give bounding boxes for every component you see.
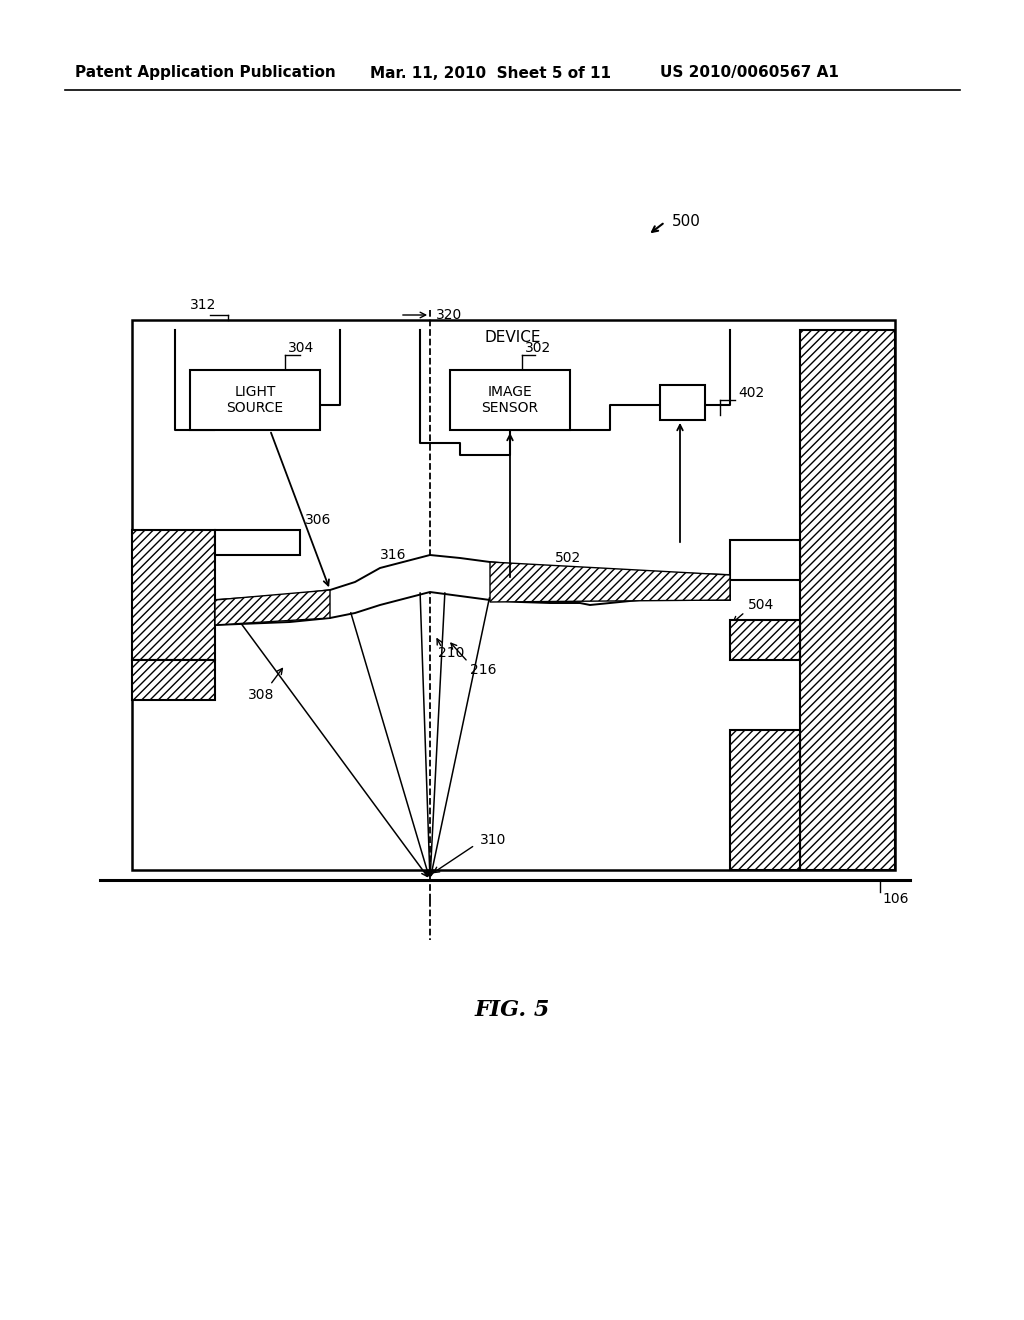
- Text: US 2010/0060567 A1: US 2010/0060567 A1: [660, 66, 839, 81]
- Text: 504: 504: [748, 598, 774, 612]
- Bar: [660, 385, 705, 420]
- Text: 304: 304: [288, 341, 314, 355]
- Text: Patent Application Publication: Patent Application Publication: [75, 66, 336, 81]
- Text: 210: 210: [438, 645, 464, 660]
- Text: 500: 500: [672, 214, 700, 230]
- Bar: [132, 531, 215, 660]
- Bar: [132, 319, 895, 870]
- Text: 502: 502: [555, 550, 582, 565]
- Bar: [730, 730, 800, 870]
- Text: 314: 314: [608, 578, 635, 591]
- Text: DEVICE: DEVICE: [484, 330, 542, 346]
- Polygon shape: [490, 562, 730, 602]
- Bar: [800, 330, 895, 870]
- Bar: [450, 370, 570, 430]
- Text: 308: 308: [248, 688, 274, 702]
- Bar: [132, 660, 215, 700]
- Text: 402: 402: [738, 385, 764, 400]
- Text: 306: 306: [305, 513, 332, 527]
- Bar: [730, 620, 800, 660]
- Text: LIGHT
SOURCE: LIGHT SOURCE: [226, 385, 284, 414]
- Text: 320: 320: [436, 308, 462, 322]
- Text: IMAGE
SENSOR: IMAGE SENSOR: [481, 385, 539, 414]
- Polygon shape: [215, 554, 730, 624]
- Text: Mar. 11, 2010  Sheet 5 of 11: Mar. 11, 2010 Sheet 5 of 11: [370, 66, 611, 81]
- Text: 106: 106: [882, 892, 908, 906]
- Bar: [215, 531, 300, 554]
- Text: 310: 310: [480, 833, 507, 847]
- Text: 312: 312: [190, 298, 216, 312]
- Text: 302: 302: [525, 341, 551, 355]
- Polygon shape: [215, 590, 330, 624]
- Text: 216: 216: [470, 663, 497, 677]
- Bar: [190, 370, 319, 430]
- Text: FIG. 5: FIG. 5: [474, 999, 550, 1020]
- Text: 316: 316: [380, 548, 407, 562]
- Bar: [730, 540, 800, 579]
